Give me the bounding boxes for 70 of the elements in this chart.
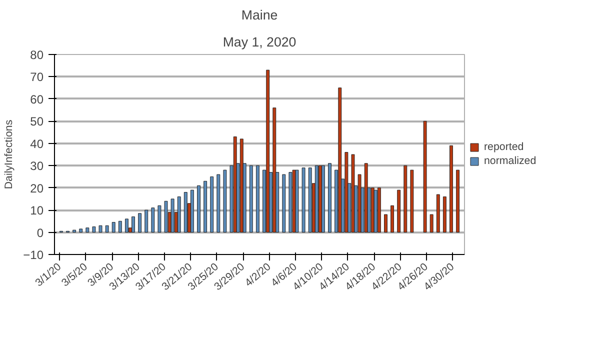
bar (86, 228, 90, 233)
bar (112, 222, 116, 233)
bar (184, 192, 188, 233)
bar (144, 210, 148, 233)
y-axis-title: DailyInfections (3, 120, 16, 190)
bar (288, 172, 292, 233)
bar (338, 88, 342, 233)
bar (170, 198, 174, 233)
bar (282, 174, 286, 233)
bar (204, 180, 208, 233)
bar (124, 218, 128, 233)
bar (132, 216, 135, 233)
bar (266, 70, 270, 233)
bar (164, 200, 168, 233)
bar (197, 185, 200, 233)
bar (456, 170, 460, 233)
bar (79, 228, 83, 233)
bar (302, 168, 306, 233)
bar (423, 120, 427, 233)
y-tick-label: 70 (30, 70, 44, 84)
bar (223, 170, 227, 233)
bar (390, 205, 394, 233)
bar (295, 170, 299, 233)
bar (358, 174, 362, 233)
bar (72, 230, 76, 233)
bar (308, 168, 312, 233)
chart-subtitle: May 1, 2020 (222, 34, 296, 50)
chart-title: Maine (241, 8, 278, 22)
bar (272, 108, 276, 233)
bar (249, 165, 253, 233)
bar (138, 213, 142, 233)
y-tick-label: 20 (30, 181, 44, 196)
bar (442, 196, 446, 233)
bar (105, 225, 109, 233)
bar (314, 165, 318, 233)
bar (344, 152, 348, 233)
y-tick-label: 40 (30, 136, 44, 151)
y-tick-label: 50 (30, 114, 44, 129)
bar (397, 190, 401, 233)
bar (98, 225, 102, 233)
bar (384, 214, 388, 233)
bar (118, 220, 122, 233)
y-tick-label: −10 (23, 248, 44, 262)
bar (240, 138, 244, 233)
y-tick-label: 80 (30, 48, 44, 62)
bar (233, 136, 237, 233)
bar (256, 165, 260, 233)
bar (436, 194, 440, 233)
legend-label: reported (484, 141, 524, 153)
bar (374, 190, 378, 233)
bar (216, 174, 220, 233)
bar (404, 165, 408, 233)
y-tick-label: 30 (30, 159, 44, 174)
bar (328, 163, 332, 233)
bar (177, 196, 181, 233)
bar (430, 214, 434, 233)
y-tick-label: 60 (30, 92, 44, 106)
bar (321, 165, 325, 233)
bar (210, 176, 214, 233)
bar (151, 208, 155, 233)
bar (190, 190, 194, 233)
bar (158, 205, 162, 233)
bar (351, 154, 355, 233)
bar (92, 226, 96, 233)
y-tick-label: 0 (36, 226, 44, 240)
legend-label: normalized (484, 155, 536, 167)
bar (377, 188, 381, 233)
y-tick-label: 10 (30, 204, 44, 218)
bar (410, 170, 414, 233)
bar (450, 145, 453, 233)
